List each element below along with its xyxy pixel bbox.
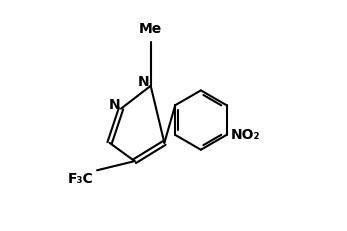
Text: Me: Me	[139, 22, 162, 36]
Text: N: N	[108, 98, 120, 112]
Text: N: N	[138, 75, 150, 89]
Text: NO₂: NO₂	[231, 128, 261, 142]
Text: F₃C: F₃C	[68, 172, 94, 186]
